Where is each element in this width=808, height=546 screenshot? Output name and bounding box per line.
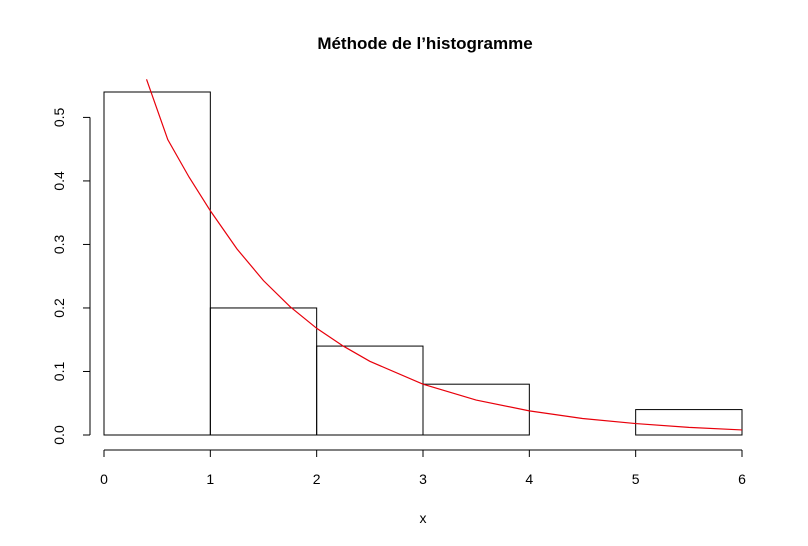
y-tick-label: 0.4 (51, 171, 67, 191)
histogram-bar (209, 307, 318, 436)
histogram-bar (422, 383, 530, 436)
x-tick-label: 0 (100, 471, 108, 487)
y-tick-label: 0.1 (51, 362, 67, 382)
x-tick-label: 2 (313, 471, 321, 487)
x-tick-label: 3 (419, 471, 427, 487)
histogram-bar (316, 345, 424, 436)
bars-group (103, 91, 743, 436)
histogram-bar (635, 409, 743, 436)
x-axis: 0 1 2 3 4 5 6 (100, 449, 746, 487)
y-tick-label: 0.0 (51, 425, 67, 445)
density-curve-group (145, 79, 743, 431)
histogram-bar (103, 91, 211, 436)
x-tick-label: 6 (738, 471, 746, 487)
y-axis: 0.0 0.1 0.2 0.3 0.4 0.5 (51, 107, 91, 445)
y-tick-label: 0.5 (51, 107, 67, 127)
density-curve (145, 79, 743, 431)
chart-title: Méthode de l’histogramme (317, 34, 532, 53)
y-tick-label: 0.3 (51, 235, 67, 255)
y-tick-label: 0.2 (51, 298, 67, 318)
x-tick-label: 5 (632, 471, 640, 487)
x-tick-label: 4 (525, 471, 533, 487)
x-tick-label: 1 (206, 471, 214, 487)
x-axis-label: x (420, 510, 427, 526)
